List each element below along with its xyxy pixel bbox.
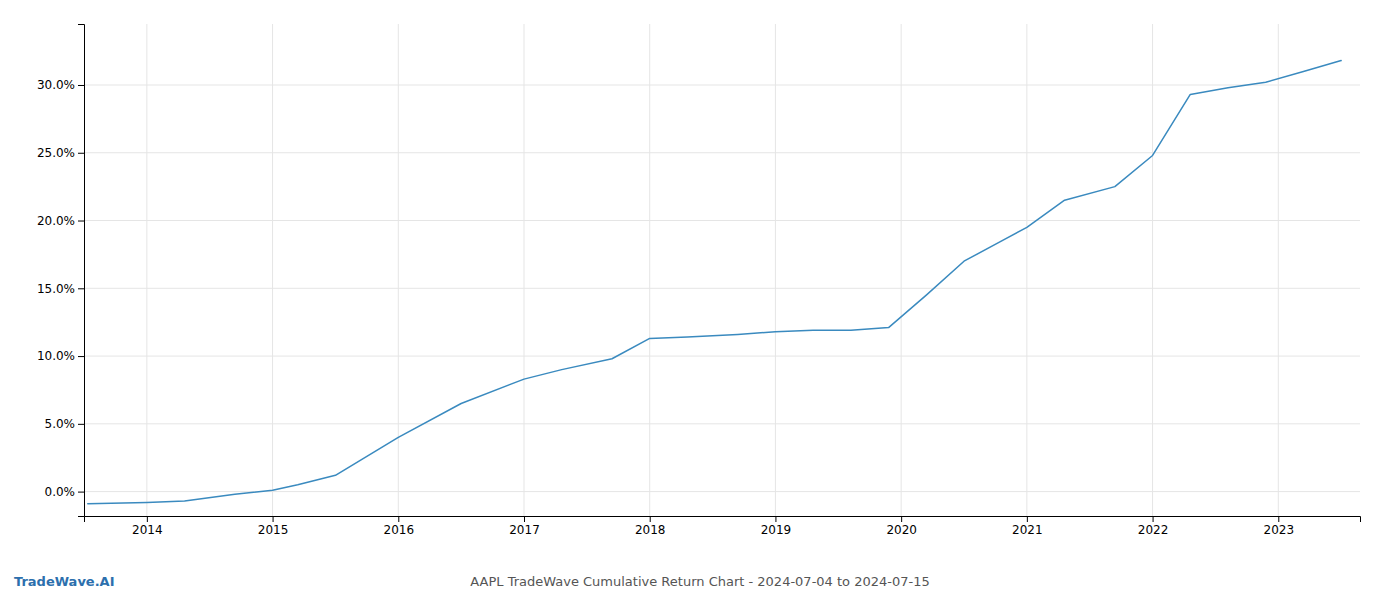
x-tick: 2014: [132, 516, 163, 537]
x-tick: 2016: [384, 516, 415, 537]
y-tick: 30.0%: [37, 78, 84, 92]
grid-line-x: [1026, 24, 1027, 516]
x-tick: 2019: [761, 516, 792, 537]
y-tick-mark: [78, 85, 84, 86]
x-tick-mark: [1027, 516, 1028, 522]
grid-line-x: [272, 24, 273, 516]
y-tick-mark: [78, 221, 84, 222]
y-tick-label: 5.0%: [45, 417, 76, 431]
x-tick-mark: [650, 516, 651, 522]
x-tick-label: 2016: [384, 523, 415, 537]
x-tick-label: 2023: [1264, 523, 1295, 537]
grid-line-x: [649, 24, 650, 516]
x-tick: 2021: [1012, 516, 1043, 537]
y-tick-mark: [78, 424, 84, 425]
y-tick-label: 15.0%: [37, 282, 75, 296]
grid-line-x: [901, 24, 902, 516]
x-tick-mark: [273, 516, 274, 522]
y-tick-mark: [78, 153, 84, 154]
grid-line-y: [84, 288, 1360, 289]
grid-line-x: [398, 24, 399, 516]
x-tick-label: 2014: [132, 523, 163, 537]
watermark: TradeWave.AI: [14, 574, 115, 589]
y-tick: 25.0%: [37, 146, 84, 160]
y-tick: 5.0%: [45, 417, 85, 431]
y-tick-label: 10.0%: [37, 349, 75, 363]
grid-line-y: [84, 356, 1360, 357]
x-tick: 2015: [258, 516, 289, 537]
data-line: [88, 61, 1341, 504]
grid-line-y: [84, 152, 1360, 153]
grid-line-y: [84, 220, 1360, 221]
x-tick-mark: [147, 516, 148, 522]
x-tick: 2020: [886, 516, 917, 537]
x-tick-mark: [1278, 516, 1279, 522]
grid-line-x: [1152, 24, 1153, 516]
x-tick-label: 2018: [635, 523, 666, 537]
x-axis-line: [85, 517, 1361, 523]
y-tick: 0.0%: [45, 485, 85, 499]
x-tick: 2017: [509, 516, 540, 537]
x-tick: 2022: [1138, 516, 1169, 537]
x-axis: 2014 2015 2016 2017 2018 2019 2020 2021 2022 2023: [85, 516, 1361, 537]
x-tick-mark: [1153, 516, 1154, 522]
x-tick-label: 2021: [1012, 523, 1043, 537]
y-tick: 15.0%: [37, 282, 84, 296]
plot-area: [88, 61, 1341, 504]
x-tick-mark: [398, 516, 399, 522]
y-axis-line: [78, 25, 85, 517]
x-tick-label: 2017: [509, 523, 540, 537]
y-tick: 10.0%: [37, 349, 84, 363]
x-tick-label: 2020: [886, 523, 917, 537]
y-tick-label: 0.0%: [45, 485, 76, 499]
grid-line-x: [524, 24, 525, 516]
chart-title: AAPL TradeWave Cumulative Return Chart -…: [470, 574, 929, 589]
grid: [84, 24, 1360, 516]
x-tick-mark: [524, 516, 525, 522]
y-tick-label: 30.0%: [37, 78, 75, 92]
y-tick-mark: [78, 492, 84, 493]
x-tick: 2018: [635, 516, 666, 537]
x-tick-label: 2022: [1138, 523, 1169, 537]
grid-line-x: [775, 24, 776, 516]
y-tick: 20.0%: [37, 214, 84, 228]
grid-line-y: [84, 84, 1360, 85]
grid-line-x: [146, 24, 147, 516]
y-tick-label: 25.0%: [37, 146, 75, 160]
chart-container: 2014 2015 2016 2017 2018 2019 2020 2021 2022 2023…: [0, 0, 1400, 600]
y-tick-mark: [78, 356, 84, 357]
grid-line-x: [1278, 24, 1279, 516]
grid-line-y: [84, 423, 1360, 424]
y-tick-mark: [78, 288, 84, 289]
x-tick: 2023: [1264, 516, 1295, 537]
x-tick-mark: [775, 516, 776, 522]
chart-svg: 2014 2015 2016 2017 2018 2019 2020 2021 2022 2023…: [0, 0, 1400, 600]
y-tick-label: 20.0%: [37, 214, 75, 228]
y-axis: 0.0% 5.0% 10.0% 15.0% 20.0% 25.0% 30.0%: [37, 25, 85, 517]
x-tick-label: 2019: [761, 523, 792, 537]
x-tick-mark: [901, 516, 902, 522]
grid-line-y: [84, 491, 1360, 492]
x-tick-label: 2015: [258, 523, 289, 537]
